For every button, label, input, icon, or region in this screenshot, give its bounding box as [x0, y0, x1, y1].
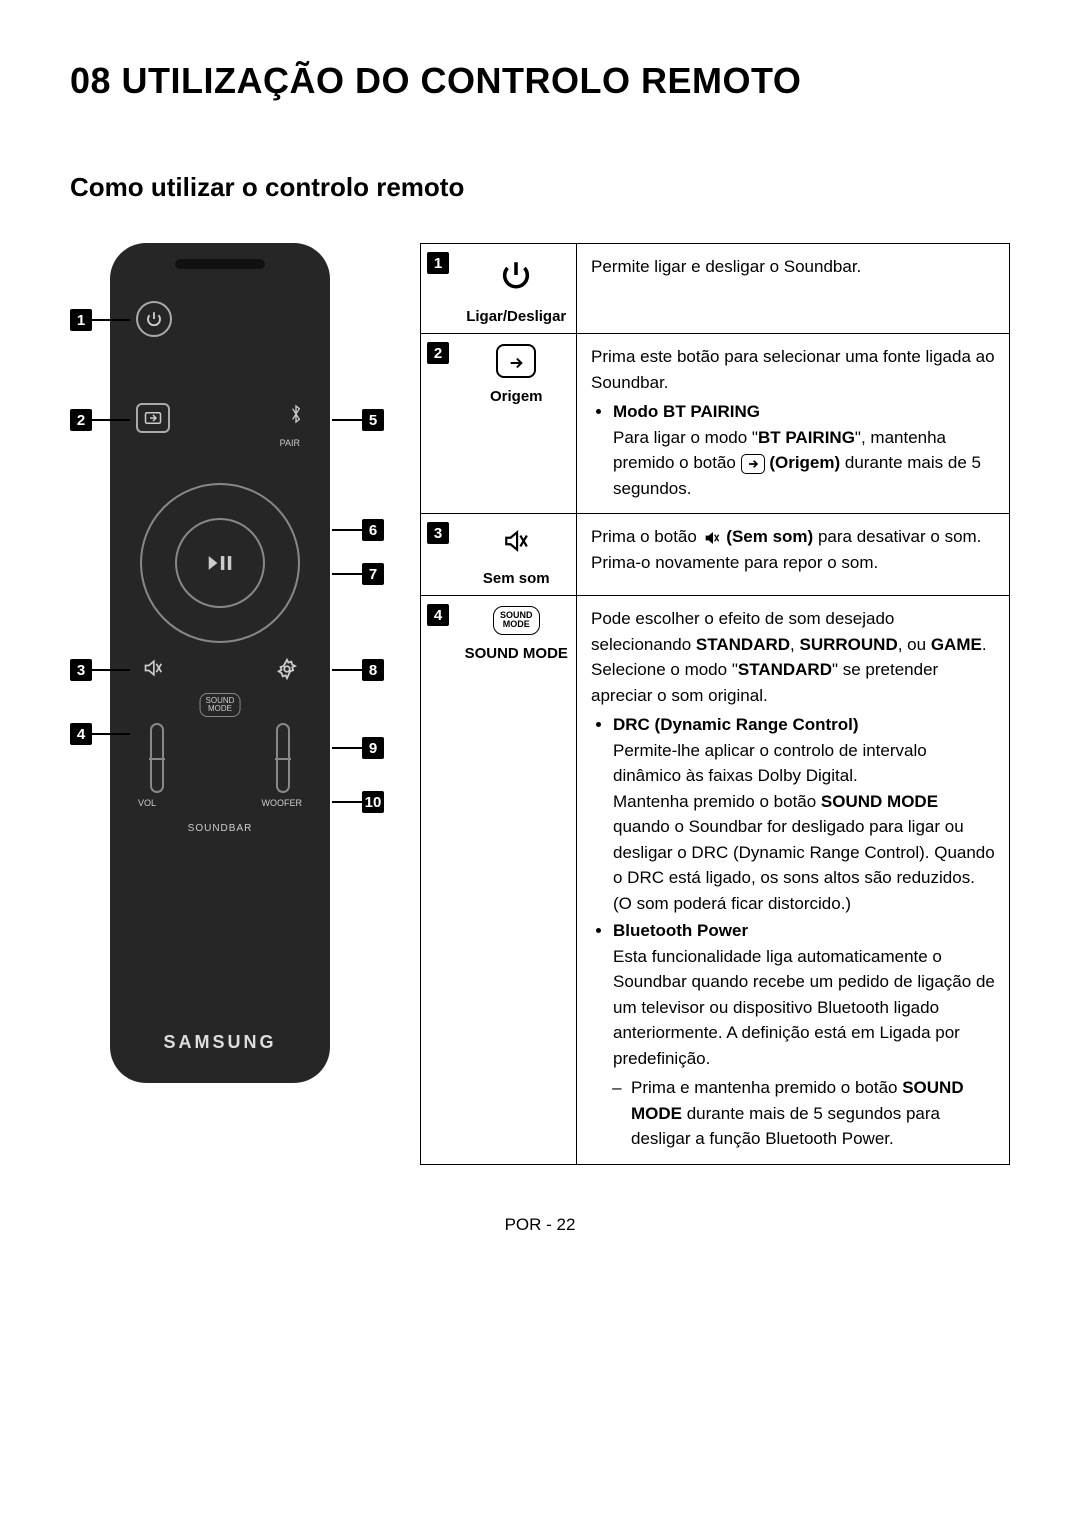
- soundbar-label: SOUNDBAR: [110, 823, 330, 834]
- section-title: Como utilizar o controlo remoto: [70, 172, 1010, 203]
- power-icon: [499, 254, 533, 298]
- row-num: 4: [427, 604, 449, 626]
- table-row: 4 SOUNDMODE SOUND MODE Pode escolher o e…: [421, 596, 1010, 1165]
- remote-diagram-column: PAIR SOUNDMODE: [70, 243, 390, 1083]
- callout-2: 2: [70, 409, 92, 431]
- row-label: Sem som: [483, 570, 550, 587]
- vol-rocker: [150, 723, 164, 793]
- mute-icon: [702, 529, 722, 547]
- nav-wheel: [140, 483, 300, 643]
- source-icon: [496, 344, 536, 378]
- content-row: PAIR SOUNDMODE: [70, 243, 1010, 1165]
- source-icon: [741, 454, 765, 474]
- table-row: 3 Sem som Prima o botão (Sem som) para d…: [421, 514, 1010, 596]
- row-label: SOUND MODE: [465, 645, 568, 662]
- row-desc: Prima o botão (Sem som) para desativar o…: [577, 514, 1010, 596]
- bluetooth-pair-icon: [288, 403, 304, 431]
- row-desc: Pode escolher o efeito de som desejado s…: [577, 596, 1010, 1165]
- row-num: 3: [427, 522, 449, 544]
- row-num: 1: [427, 252, 449, 274]
- table-row: 1 Ligar/Desligar Permite ligar e desliga…: [421, 244, 1010, 334]
- play-pause-icon: [175, 518, 265, 608]
- callout-10: 10: [362, 791, 384, 813]
- callout-9: 9: [362, 737, 384, 759]
- description-table: 1 Ligar/Desligar Permite ligar e desliga…: [420, 243, 1010, 1165]
- sound-mode-icon: SOUNDMODE: [493, 606, 540, 635]
- sound-mode-badge: SOUNDMODE: [200, 693, 241, 717]
- page-footer: POR - 22: [70, 1215, 1010, 1235]
- woofer-rocker: [276, 723, 290, 793]
- callout-1: 1: [70, 309, 92, 331]
- callout-7: 7: [362, 563, 384, 585]
- callout-4: 4: [70, 723, 92, 745]
- source-icon: [136, 403, 170, 433]
- page-title: 08 UTILIZAÇÃO DO CONTROLO REMOTO: [70, 60, 1010, 102]
- row-desc: Permite ligar e desligar o Soundbar.: [577, 244, 1010, 334]
- row-num: 2: [427, 342, 449, 364]
- row-label: Origem: [490, 388, 543, 405]
- callout-6: 6: [362, 519, 384, 541]
- brand-label: SAMSUNG: [110, 1032, 330, 1053]
- row-label: Ligar/Desligar: [466, 308, 566, 325]
- remote-ir-strip: [175, 259, 265, 269]
- settings-icon: [276, 658, 298, 686]
- row-desc: Prima este botão para selecionar uma fon…: [577, 334, 1010, 514]
- woofer-label: WOOFER: [262, 798, 303, 808]
- power-icon: [136, 301, 172, 337]
- callout-5: 5: [362, 409, 384, 431]
- pair-label: PAIR: [280, 438, 300, 448]
- callout-8: 8: [362, 659, 384, 681]
- table-row: 2 Origem Prima este botão para seleciona…: [421, 334, 1010, 514]
- vol-label: VOL: [138, 798, 156, 808]
- callout-3: 3: [70, 659, 92, 681]
- remote-diagram: PAIR SOUNDMODE: [110, 243, 330, 1083]
- mute-icon: [501, 524, 531, 560]
- mute-icon: [142, 658, 164, 686]
